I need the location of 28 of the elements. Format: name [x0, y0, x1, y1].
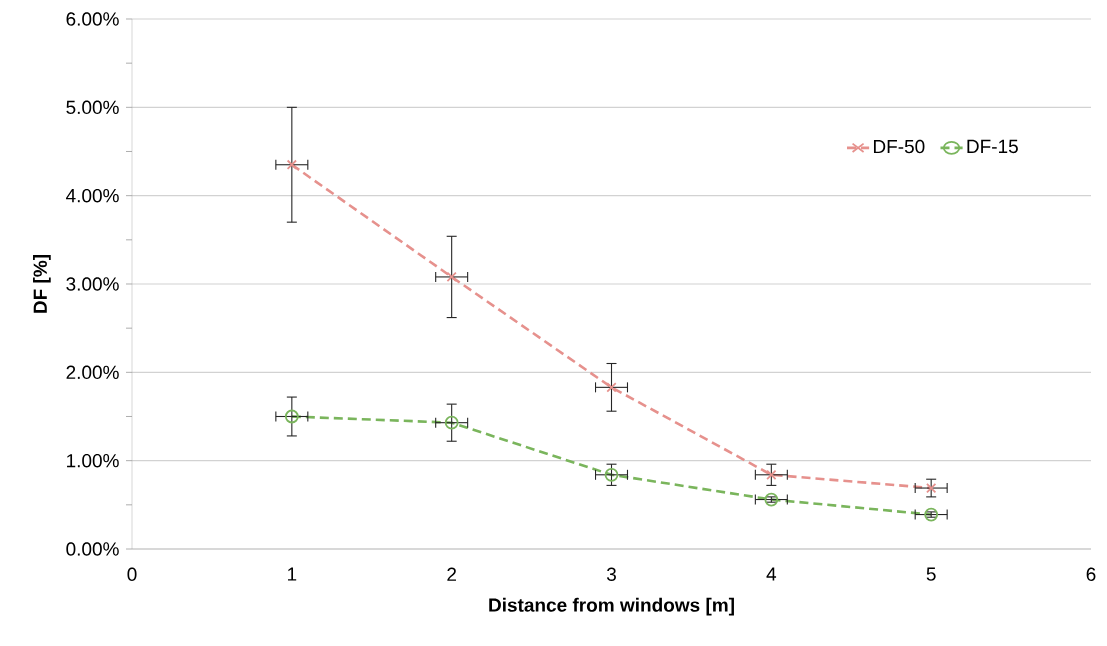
- point: [286, 159, 297, 170]
- x-axis-title: Distance from windows [m]: [489, 597, 734, 616]
- point: [444, 415, 459, 430]
- y-tick-label: 5.00%: [66, 100, 119, 115]
- y-tick-label: 6.00%: [66, 12, 119, 26]
- x-tick-label: 2: [447, 567, 456, 581]
- x-tick-label: 5: [926, 567, 936, 581]
- point: [764, 492, 779, 507]
- point: [446, 271, 457, 283]
- legend-label: DF-50: [873, 139, 925, 154]
- y-tick-label: 4.00%: [66, 188, 119, 203]
- x-tick-label: 0: [127, 567, 137, 581]
- point: [766, 469, 777, 480]
- point: [606, 382, 617, 393]
- y-tick-label: 1.00%: [67, 453, 119, 468]
- x-tick-label: 6: [1086, 567, 1096, 581]
- y-tick-label: 2.00%: [66, 365, 119, 380]
- y-tick-label: 0.00%: [66, 542, 119, 556]
- x-tick-label: 3: [606, 567, 616, 581]
- x-tick-label: 1: [288, 567, 297, 581]
- x-tick-label: 4: [766, 567, 777, 581]
- point: [926, 482, 937, 494]
- point: [284, 409, 299, 424]
- legend-label: DF-15: [967, 139, 1018, 154]
- y-tick-label: 3.00%: [66, 277, 119, 291]
- point: [924, 507, 939, 522]
- point: [604, 467, 619, 482]
- y-axis-title: DF [%]: [33, 255, 51, 313]
